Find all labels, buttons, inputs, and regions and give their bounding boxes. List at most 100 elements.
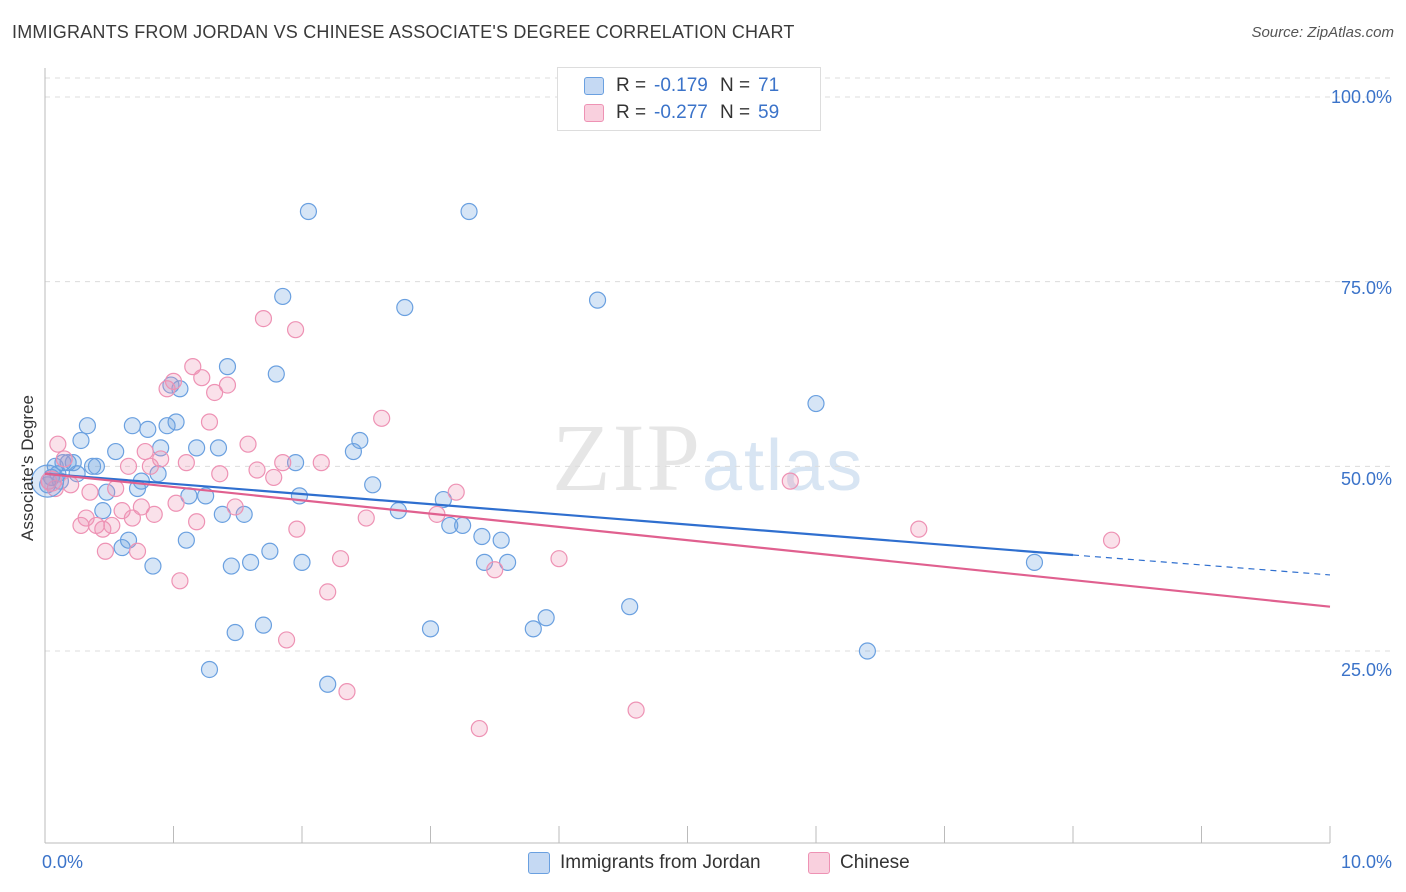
chinese-point	[132, 498, 150, 516]
chinese-point	[123, 509, 141, 527]
watermark-zip: ZIP	[552, 404, 702, 511]
r-label: R =	[616, 102, 647, 123]
chinese-point	[62, 476, 80, 494]
jordan-point	[123, 417, 141, 435]
chinese-point	[55, 450, 73, 468]
chinese-point	[254, 310, 273, 328]
jordan-swatch	[528, 852, 550, 874]
chinese-point	[486, 561, 504, 579]
jordan-point	[473, 527, 491, 546]
jordan-point	[588, 291, 607, 309]
chinese-point	[470, 719, 488, 738]
jordan-point	[261, 542, 279, 560]
jordan-point	[421, 620, 440, 638]
jordan-point-cluster	[30, 464, 65, 498]
jordan-point	[396, 298, 414, 317]
chinese-point	[171, 572, 189, 590]
chinese-swatch	[808, 852, 830, 874]
chinese-point	[193, 369, 211, 387]
chinese-point	[550, 550, 568, 568]
jordan-point	[64, 454, 82, 472]
jordan-point	[1025, 553, 1044, 571]
jordan-point	[460, 202, 478, 221]
n-label: N =	[720, 102, 751, 123]
chinese-point	[286, 321, 305, 339]
jordan-point	[286, 454, 305, 472]
jordan-point	[83, 457, 102, 475]
stats-row-jordan: R = -0.179 N = 71	[584, 74, 779, 98]
jordan-point	[226, 623, 244, 642]
chinese-point	[177, 454, 195, 472]
jordan-point	[98, 483, 116, 501]
chinese-point	[274, 454, 292, 472]
y-tick-label-25: 25.0%	[1340, 660, 1392, 680]
chinese-point	[277, 631, 296, 649]
legend-item-chinese[interactable]: Chinese	[808, 852, 910, 874]
jordan-point	[807, 394, 825, 413]
stats-row-chinese: R = -0.277 N = 59	[584, 101, 779, 125]
chinese-point	[319, 583, 337, 601]
jordan-point	[177, 531, 195, 549]
r-value: -0.179	[654, 75, 708, 96]
chinese-point	[103, 516, 121, 535]
jordan-point	[213, 505, 231, 523]
chinese-point	[288, 520, 306, 538]
jordan-point	[254, 616, 273, 634]
jordan-point	[621, 598, 639, 616]
jordan-point	[78, 417, 97, 435]
r-value: -0.277	[654, 102, 708, 123]
chinese-point	[265, 468, 283, 487]
stats-legend: R = -0.179 N = 71 R = -0.277 N = 59	[557, 67, 821, 131]
chinese-point	[357, 509, 375, 527]
chinese-point	[107, 479, 125, 498]
chinese-point	[49, 435, 67, 453]
y-tick-label-100: 100.0%	[1330, 87, 1392, 107]
jordan-point	[319, 675, 337, 693]
jordan-point	[107, 442, 125, 461]
jordan-point	[242, 553, 260, 571]
legend-item-jordan[interactable]: Immigrants from Jordan	[528, 852, 761, 874]
jordan-point	[274, 287, 292, 306]
chinese-point	[184, 358, 202, 376]
jordan-point	[197, 487, 215, 505]
chinese-point	[81, 483, 99, 501]
jordan-point	[858, 642, 877, 660]
chinese-point-cluster	[40, 470, 63, 492]
jordan-point	[299, 202, 318, 221]
chinese-point	[338, 683, 356, 701]
x-tick-label-max: 10.0%	[1340, 852, 1392, 872]
chinese-point	[447, 483, 465, 501]
jordan-point	[537, 609, 555, 627]
x-tick-label-min: 0.0%	[42, 852, 84, 872]
legend-label-jordan: Immigrants from Jordan	[560, 852, 761, 873]
chinese-point	[211, 465, 229, 483]
jordan-point	[492, 531, 510, 549]
chinese-point	[152, 450, 170, 468]
chinese-point	[167, 494, 185, 512]
jordan-point	[267, 365, 285, 383]
jordan-point	[499, 553, 517, 571]
jordan-point	[94, 502, 112, 520]
y-axis-label: Associate's Degree	[18, 395, 37, 541]
jordan-point	[158, 417, 176, 435]
chinese-point	[136, 442, 154, 461]
chinese-point	[96, 542, 114, 560]
jordan-point	[144, 557, 162, 575]
jordan-point	[454, 516, 472, 535]
y-tick-label-50: 50.0%	[1340, 469, 1392, 489]
chinese-point	[312, 454, 330, 472]
chinese-point	[128, 542, 147, 560]
jordan-point	[87, 457, 106, 475]
chinese-point	[226, 498, 244, 516]
jordan-point	[167, 413, 185, 431]
chinese-point	[1102, 531, 1121, 549]
chinese-point	[373, 409, 391, 427]
jordan-point	[188, 439, 206, 457]
n-label: N =	[720, 75, 751, 96]
jordan-point	[119, 531, 138, 549]
n-value: 71	[758, 75, 780, 96]
chinese-swatch	[584, 104, 604, 122]
jordan-point	[200, 660, 219, 679]
chinese-point	[331, 550, 350, 568]
chinese-point	[145, 505, 163, 523]
